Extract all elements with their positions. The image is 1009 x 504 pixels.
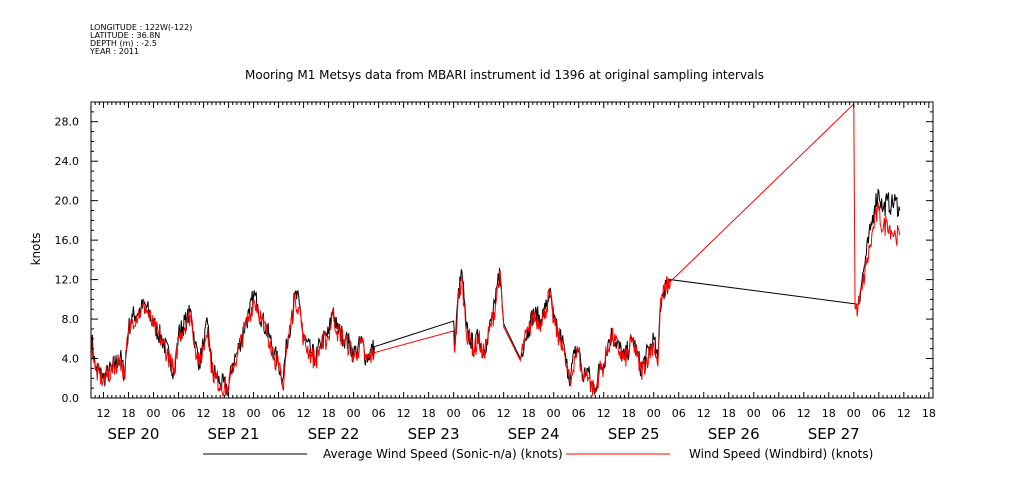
- x-day-label: SEP 22: [308, 425, 360, 443]
- x-tick-label: 12: [497, 407, 511, 420]
- x-day-label: SEP 27: [808, 425, 860, 443]
- x-day-label: SEP 21: [208, 425, 260, 443]
- x-tick-label: 18: [522, 407, 536, 420]
- x-tick-label: 18: [822, 407, 836, 420]
- x-day-label: SEP 25: [608, 425, 660, 443]
- x-tick-label: 12: [297, 407, 311, 420]
- series-layer: [90, 102, 901, 398]
- legend-label-windbird: Wind Speed (Windbird) (knots): [689, 447, 874, 461]
- x-tick-label: 18: [222, 407, 236, 420]
- x-tick-label: 12: [197, 407, 211, 420]
- x-tick-label: 12: [397, 407, 411, 420]
- x-tick-label: 18: [722, 407, 736, 420]
- series-line-1: [90, 102, 901, 398]
- chart-title: Mooring M1 Metsys data from MBARI instru…: [245, 68, 764, 82]
- y-tick-label: 16.0: [55, 234, 80, 247]
- x-tick-label: 00: [347, 407, 361, 420]
- x-tick-label: 18: [422, 407, 436, 420]
- x-tick-label: 18: [622, 407, 636, 420]
- x-day-label: SEP 20: [108, 425, 160, 443]
- x-tick-label: 18: [922, 407, 936, 420]
- x-day-label: SEP 23: [408, 425, 460, 443]
- x-tick-label: 06: [772, 407, 786, 420]
- x-tick-label: 00: [647, 407, 661, 420]
- legend-label-average-wind: Average Wind Speed (Sonic-n/a) (knots): [323, 447, 563, 461]
- x-tick-label: 12: [97, 407, 111, 420]
- x-tick-label: 06: [672, 407, 686, 420]
- y-tick-label: 28.0: [55, 116, 80, 129]
- x-tick-label: 00: [447, 407, 461, 420]
- x-tick-label: 12: [897, 407, 911, 420]
- x-tick-label: 12: [697, 407, 711, 420]
- x-day-label: SEP 26: [708, 425, 760, 443]
- y-tick-label: 4.0: [62, 353, 80, 366]
- y-tick-label: 0.0: [62, 392, 80, 405]
- x-tick-label: 18: [122, 407, 136, 420]
- x-day-label: SEP 24: [508, 425, 560, 443]
- x-tick-label: 00: [747, 407, 761, 420]
- x-tick-label: 06: [872, 407, 886, 420]
- x-tick-label: 06: [272, 407, 286, 420]
- x-tick-label: 00: [247, 407, 261, 420]
- x-tick-label: 00: [147, 407, 161, 420]
- x-tick-label: 12: [797, 407, 811, 420]
- x-tick-label: 06: [172, 407, 186, 420]
- x-tick-label: 06: [572, 407, 586, 420]
- year-label: YEAR : 2011: [90, 47, 140, 56]
- axis-layer: 0.0 4.0 8.0 12.0 16.0 20.0 24.0 28.0 12 18 00 06 12 1…: [55, 101, 936, 443]
- x-tick-label: 06: [372, 407, 386, 420]
- y-tick-label: 20.0: [55, 195, 80, 208]
- x-tick-label: 00: [547, 407, 561, 420]
- depth-label: DEPTH (m) : -2.5: [90, 39, 157, 48]
- y-tick-label: 24.0: [55, 155, 80, 168]
- latitude-label: LATITUDE : 36.8N: [90, 31, 161, 40]
- x-tick-label: 00: [847, 407, 861, 420]
- y-tick-label: 8.0: [62, 313, 80, 326]
- x-tick-label: 12: [597, 407, 611, 420]
- x-tick-label: 18: [322, 407, 336, 420]
- y-axis-label: knots: [29, 233, 43, 266]
- y-tick-label: 12.0: [55, 274, 80, 287]
- x-tick-label: 06: [472, 407, 486, 420]
- longitude-label: LONGITUDE : 122W(-122): [90, 23, 193, 32]
